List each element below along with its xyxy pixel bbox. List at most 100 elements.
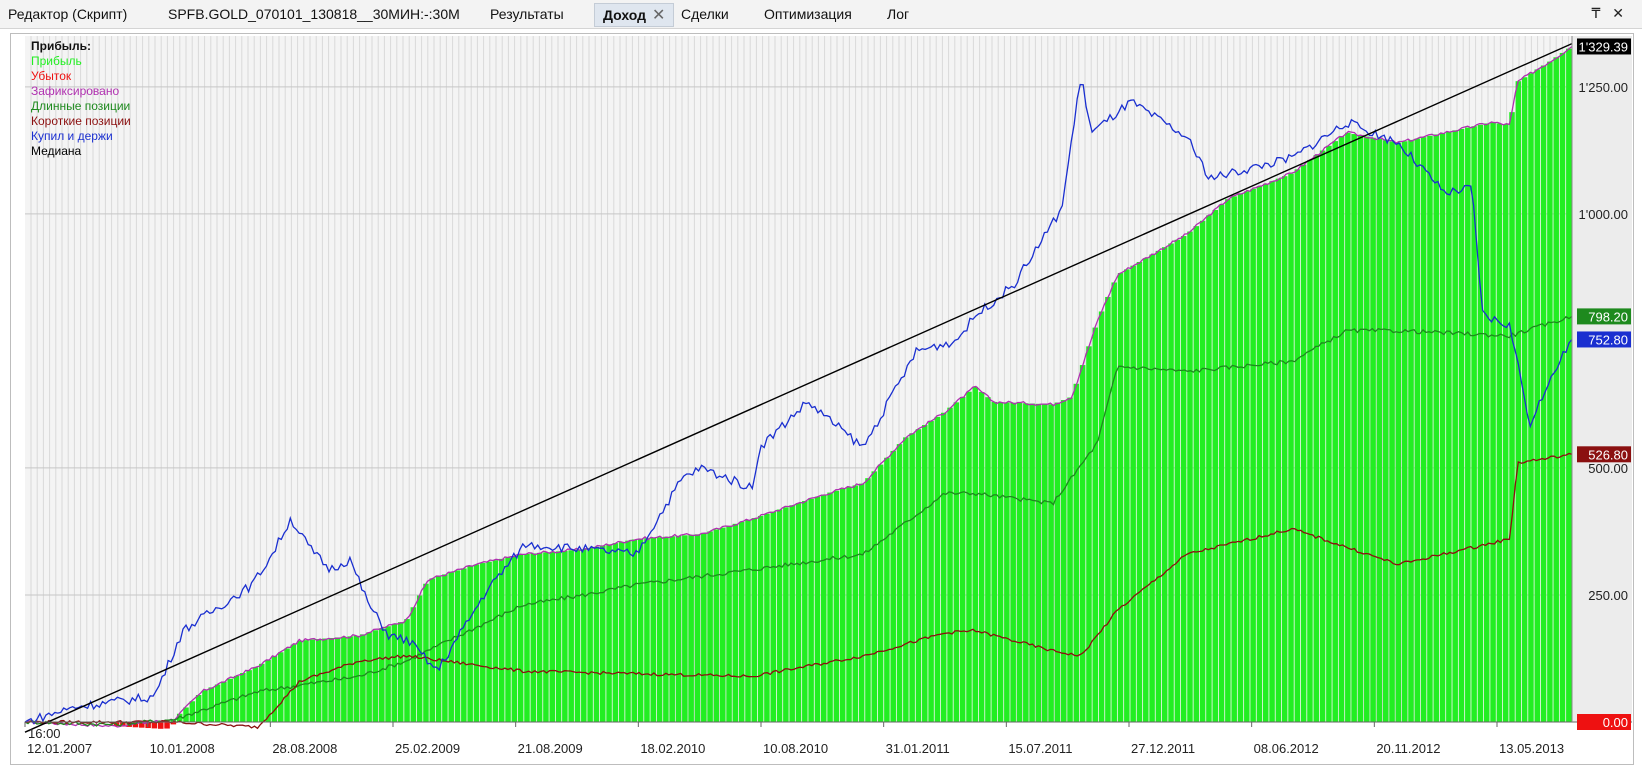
profit-bar — [461, 568, 467, 722]
profit-bar — [328, 637, 334, 722]
profit-bar — [1244, 191, 1250, 722]
profit-bar — [1389, 141, 1395, 722]
profit-bar — [1086, 346, 1092, 722]
profit-bar — [505, 557, 511, 722]
window-controls[interactable]: ₸ ✕ — [1591, 5, 1628, 21]
profit-bar — [1275, 178, 1282, 722]
profit-bar — [1212, 209, 1218, 723]
profit-bar — [1073, 383, 1080, 722]
tab-trades[interactable]: Сделки — [681, 6, 729, 22]
profit-bar — [486, 561, 492, 722]
profit-bar — [814, 496, 821, 722]
profit-bar — [1161, 247, 1168, 722]
profit-bar — [871, 471, 878, 722]
profit-bar — [922, 425, 928, 722]
profit-bar — [1124, 269, 1130, 722]
profit-bar — [726, 525, 732, 722]
profit-bar — [650, 537, 657, 722]
profit-bar — [1439, 133, 1446, 722]
profit-bar — [549, 551, 555, 722]
profit-bar — [454, 570, 461, 722]
y-tick-label: 250.00 — [1588, 588, 1628, 603]
close-icon[interactable]: ✕ — [652, 7, 666, 24]
profit-bar — [492, 560, 499, 722]
profit-bar — [1029, 403, 1035, 722]
profit-bar — [587, 548, 593, 722]
x-tick-label: 12.01.2007 — [27, 741, 92, 756]
series-line-fixed — [24, 45, 1573, 728]
profit-bar — [663, 536, 669, 722]
profit-bar — [1294, 169, 1301, 722]
profit-bar — [1042, 404, 1048, 722]
profit-bar — [694, 534, 701, 722]
tab-income[interactable]: Доход ✕ — [594, 3, 675, 27]
profit-bar — [404, 619, 410, 722]
profit-bar — [347, 636, 353, 722]
profit-bar — [877, 464, 884, 722]
profit-bar — [1180, 236, 1187, 723]
profit-bar — [631, 539, 638, 722]
profit-bar — [1187, 231, 1193, 722]
profit-bar — [530, 553, 537, 722]
profit-bar — [669, 536, 675, 722]
loss-bar — [158, 722, 164, 729]
profit-bar — [259, 663, 265, 722]
x-tick-label: 15.07.2011 — [1008, 741, 1072, 756]
profit-bar — [1408, 139, 1414, 722]
profit-bar — [379, 628, 385, 722]
profit-bar — [858, 483, 865, 722]
profit-bar — [1023, 403, 1029, 722]
profit-bar — [1231, 196, 1237, 722]
profit-bar — [821, 494, 827, 722]
profit-bar — [959, 397, 966, 722]
profit-bar — [1351, 134, 1357, 722]
tab-log[interactable]: Лог — [887, 6, 910, 22]
profit-bar — [884, 457, 890, 722]
profit-bar — [1502, 124, 1509, 723]
last-value-badge — [1577, 38, 1631, 55]
tab-instrument[interactable]: SPFB.GOLD_070101_130818__30МИН:-:30M — [168, 6, 460, 22]
profit-bar — [846, 487, 852, 722]
loss-bar — [170, 722, 177, 725]
profit-bar — [1079, 365, 1086, 722]
profit-bar — [265, 659, 271, 722]
profit-bar — [808, 498, 814, 722]
tab-optimization[interactable]: Оптимизация — [764, 6, 852, 22]
profit-bar — [562, 550, 568, 722]
profit-bar — [1319, 150, 1326, 722]
x-tick-label: 18.02.2010 — [640, 741, 705, 756]
profit-bar — [1004, 402, 1010, 722]
tab-editor[interactable]: Редактор (Скрипт) — [8, 6, 128, 22]
profit-bar — [391, 624, 398, 722]
x-tick-label: 25.02.2009 — [395, 741, 460, 756]
profit-bar — [827, 492, 833, 722]
profit-bar — [783, 507, 789, 722]
profit-bar — [511, 556, 518, 722]
loss-bar — [151, 722, 158, 729]
x-tick-label: 20.11.2012 — [1376, 741, 1440, 756]
profit-bar — [1168, 243, 1174, 722]
profit-bar — [612, 543, 619, 722]
profit-bar — [1098, 311, 1105, 722]
profit-bar — [985, 397, 991, 722]
legend-entry-buyhold: Купил и держи — [31, 129, 113, 143]
legend-title: Прибыль: — [31, 39, 91, 53]
y-axis-background — [1572, 36, 1632, 722]
profit-bar — [1250, 188, 1256, 723]
profit-bar — [593, 546, 600, 722]
profit-bar — [896, 444, 903, 722]
profit-bar — [915, 429, 922, 722]
tab-results[interactable]: Результаты — [490, 6, 564, 22]
profit-bar — [1067, 397, 1073, 722]
profit-bar — [176, 713, 183, 722]
profit-bar — [707, 531, 713, 722]
profit-bar — [1136, 261, 1143, 722]
series-line-buyhold — [24, 83, 1573, 725]
profit-bar — [606, 544, 612, 722]
profit-bar — [202, 690, 208, 722]
profit-bar — [410, 607, 417, 722]
profit-bar — [442, 574, 448, 722]
profit-bar — [574, 549, 581, 722]
profit-bar — [1566, 48, 1572, 722]
